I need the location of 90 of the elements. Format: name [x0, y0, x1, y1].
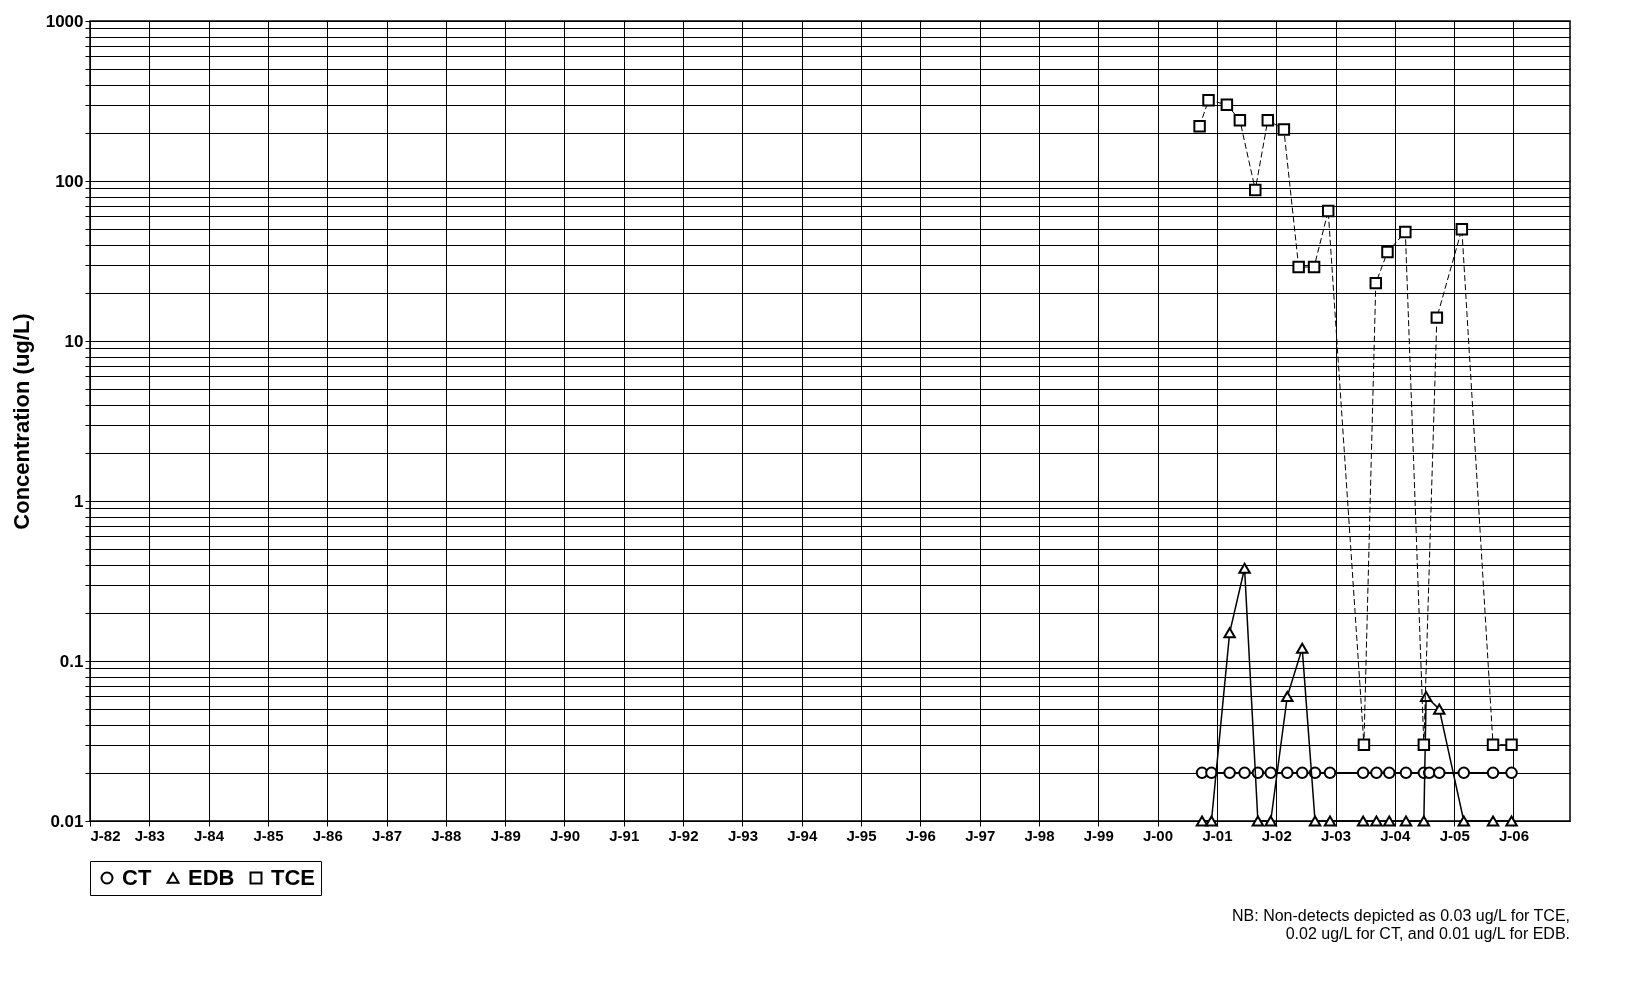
legend-label: TCE [271, 865, 315, 890]
y-tick-label: 0.01 [50, 811, 84, 831]
point [1205, 815, 1218, 827]
y-tick-label: 0.1 [59, 651, 84, 671]
point [1308, 815, 1322, 827]
x-tick-label: J-96 [905, 826, 936, 844]
x-tick-label: J-05 [1439, 826, 1470, 844]
x-tick-label: J-88 [431, 826, 462, 844]
point [1399, 766, 1413, 780]
point [1292, 260, 1305, 274]
point [1277, 123, 1291, 136]
point [1433, 766, 1446, 780]
x-tick-label: J-84 [194, 826, 225, 844]
point [1356, 766, 1370, 780]
x-tick-label: J-95 [846, 826, 877, 844]
text: NB: Non-detects depicted as 0.03 ug/L for TCE, 0.02 ug/L for CT, and 0.01 ug/L for EDB. [1232, 906, 1570, 942]
point [1381, 245, 1394, 259]
point [1223, 627, 1236, 639]
point [1261, 113, 1275, 127]
point [1505, 738, 1518, 751]
legend-label: EDB [188, 865, 235, 890]
point [1195, 815, 1209, 827]
point [1205, 766, 1218, 780]
point [1455, 222, 1469, 236]
point [1321, 204, 1335, 218]
point [1457, 815, 1471, 827]
point [1370, 766, 1383, 780]
point [1357, 738, 1371, 751]
point [1505, 766, 1518, 780]
point [1417, 738, 1431, 751]
point [1233, 113, 1247, 127]
point [1202, 93, 1215, 107]
x-tick-label: J-92 [668, 826, 699, 844]
point [1369, 276, 1383, 290]
point [1486, 766, 1500, 780]
point [1356, 815, 1370, 827]
x-tick-label: J-01 [1202, 826, 1233, 844]
point [1486, 738, 1500, 751]
y-tick-label: 10 [64, 331, 84, 351]
point [1323, 815, 1337, 827]
y-tick-label: 100 [55, 171, 84, 191]
x-tick-label: J-89 [490, 826, 521, 844]
x-tick-label: J-85 [253, 826, 284, 844]
x-tick-label: J-04 [1380, 826, 1411, 844]
point [1251, 815, 1265, 827]
point [1399, 815, 1413, 827]
y-tick-label: 1 [74, 491, 84, 511]
point [1264, 766, 1277, 780]
point [1264, 815, 1277, 827]
x-tick-label: J-91 [609, 826, 640, 844]
x-tick-label: J-03 [1321, 826, 1352, 844]
point [1295, 766, 1309, 780]
point [1223, 766, 1236, 780]
point [1281, 766, 1294, 780]
point [1383, 815, 1396, 827]
x-tick-label: J-98 [1024, 826, 1055, 844]
x-tick-label: J-02 [1261, 826, 1292, 844]
point [1457, 766, 1471, 780]
x-tick-label: J-00 [1143, 826, 1174, 844]
x-tick-label: J-83 [134, 826, 165, 844]
point [1433, 703, 1446, 715]
point [1370, 815, 1383, 827]
point [1383, 766, 1396, 780]
y-tick-label: 1000 [45, 11, 84, 31]
point [1220, 98, 1234, 111]
point [1323, 766, 1337, 780]
x-tick-label: J-82 [90, 826, 121, 844]
point [1486, 815, 1500, 827]
x-tick-label: J-90 [549, 826, 581, 844]
point [1307, 260, 1321, 274]
point [1417, 815, 1431, 827]
point [1505, 815, 1518, 827]
point [1295, 642, 1309, 654]
x-tick-label: J-86 [312, 826, 343, 844]
x-tick-label: J-87 [372, 826, 403, 844]
x-tick-label: J-99 [1083, 826, 1114, 844]
x-tick-label: J-97 [965, 826, 996, 844]
point [1399, 225, 1412, 239]
point [1308, 766, 1322, 780]
y-axis-title: Concentration (ug/L) [8, 313, 34, 530]
point [1249, 183, 1262, 197]
point [1193, 119, 1206, 133]
point [1281, 690, 1294, 703]
x-tick-label: J-06 [1498, 826, 1529, 844]
point [1430, 311, 1444, 324]
point [1238, 766, 1251, 780]
x-tick-label: J-94 [787, 826, 818, 844]
x-tick-label: J-93 [727, 826, 758, 844]
legend-label: CT [122, 865, 152, 890]
point [1238, 562, 1251, 574]
